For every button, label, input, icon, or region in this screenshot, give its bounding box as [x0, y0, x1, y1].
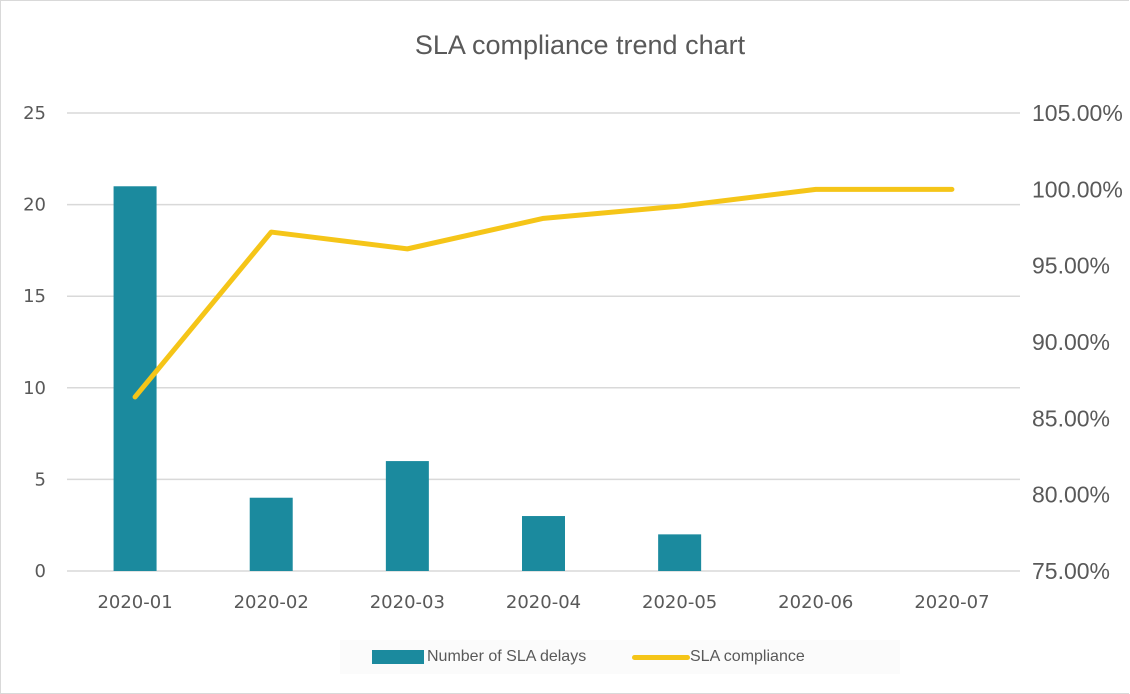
y-left-tick-label: 10	[23, 378, 46, 399]
y-left-tick-label: 5	[35, 469, 46, 490]
y-right-tick-label: 100.00%	[1032, 176, 1123, 202]
y-left-tick-label: 0	[35, 561, 46, 582]
y-left-tick-label: 25	[23, 103, 46, 124]
legend-swatch-line	[632, 654, 690, 660]
legend-label-delays: Number of SLA delays	[427, 648, 587, 665]
bar-delays	[249, 497, 293, 571]
y-right-tick-label: 80.00%	[1032, 482, 1110, 508]
y-left-tick-label: 15	[23, 286, 46, 307]
x-tick-label: 2020-06	[778, 592, 853, 613]
legend-item-delays: Number of SLA delays	[372, 648, 586, 666]
x-tick-label: 2020-01	[97, 592, 172, 613]
x-tick-label: 2020-04	[506, 592, 581, 613]
chart-legend: Number of SLA delays SLA compliance	[340, 640, 900, 674]
x-tick-label: 2020-03	[370, 592, 445, 613]
y-right-tick-label: 105.00%	[1032, 100, 1123, 126]
chart-title: SLA compliance trend chart	[414, 30, 746, 60]
bar-delays	[522, 516, 565, 571]
y-right-tick-label: 85.00%	[1032, 405, 1110, 431]
bar-delays	[658, 534, 702, 571]
x-tick-label: 2020-02	[234, 592, 309, 613]
y-left-tick-label: 20	[23, 195, 46, 216]
y-right-tick-label: 75.00%	[1032, 558, 1110, 584]
x-tick-label: 2020-07	[914, 592, 989, 613]
y-right-tick-label: 90.00%	[1032, 329, 1110, 355]
x-tick-label: 2020-05	[642, 592, 717, 613]
legend-label-compliance: SLA compliance	[690, 648, 805, 665]
legend-swatch-bar	[372, 650, 424, 664]
y-right-tick-label: 95.00%	[1032, 253, 1110, 279]
line-compliance	[132, 186, 955, 400]
legend-item-compliance: SLA compliance	[632, 648, 805, 666]
bar-delays	[385, 461, 429, 571]
